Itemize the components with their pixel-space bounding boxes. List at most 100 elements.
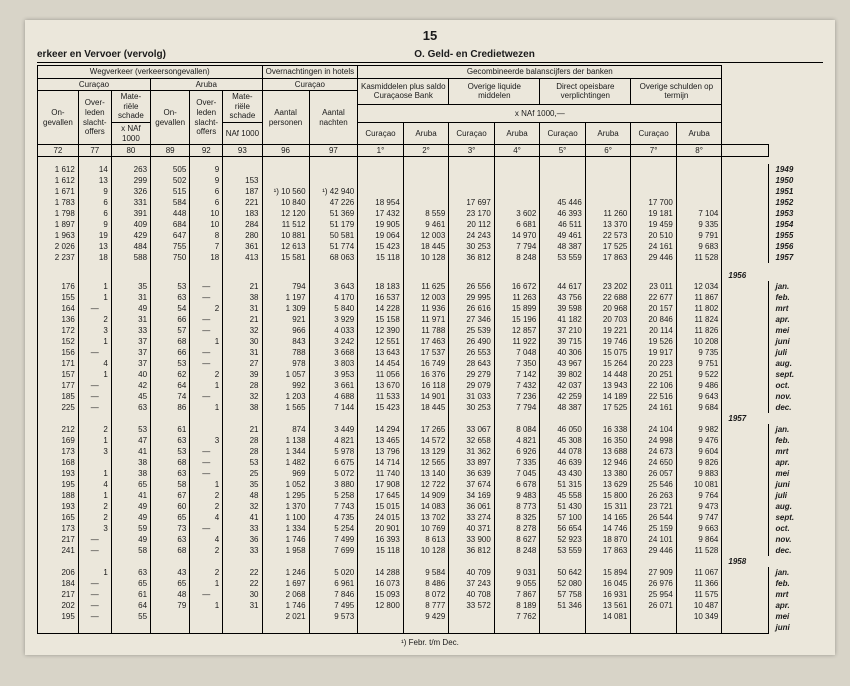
data-cell [631,611,677,622]
data-cell: 28 643 [449,358,495,369]
data-cell: — [78,611,111,622]
data-cell: 7 432 [494,380,540,391]
data-cell: 51 774 [309,241,358,252]
data-cell: ¹) 42 940 [309,186,358,197]
data-cell: 16 073 [358,578,404,589]
data-cell: 8 248 [494,252,540,263]
data-cell: — [78,589,111,600]
row-label: juni [769,336,823,347]
data-cell: 56 654 [540,523,586,534]
data-cell: 51 430 [540,501,586,512]
data-cell [585,175,631,186]
data-cell: 68 [151,336,190,347]
data-cell: 8 189 [494,600,540,611]
data-cell [78,622,111,634]
data-cell: 1 370 [262,501,309,512]
gap-row [38,263,823,270]
row-label: 1957 [769,252,823,263]
data-cell: 53 559 [540,545,586,556]
data-cell: 11 528 [676,545,722,556]
data-cell: 14 572 [403,435,449,446]
data-cell: 45 446 [540,197,586,208]
data-cell: 74 [151,391,190,402]
data-cell: 1 100 [262,512,309,523]
data-cell: 26 544 [631,512,677,523]
data-cell: 10 349 [676,611,722,622]
table-row: 1 79863914481018312 12051 36917 4328 559… [38,208,823,219]
data-cell: 26 616 [449,303,495,314]
data-cell: 21 [223,424,262,435]
data-cell: 1 746 [262,534,309,545]
data-cell: 33 [111,325,150,336]
data-cell: 13 465 [358,435,404,446]
data-cell: 331 [111,197,150,208]
data-cell: 17 265 [403,424,449,435]
data-cell: — [190,589,223,600]
data-cell: 2 [78,314,111,325]
data-cell: 7 104 [676,208,722,219]
data-cell [358,175,404,186]
data-cell: 29 279 [449,369,495,380]
bank-sub-2: Curaçao [449,122,495,144]
data-cell: 1 [190,336,223,347]
data-cell: 65 [151,578,190,589]
data-cell [358,611,404,622]
data-cell: 14 746 [585,523,631,534]
data-cell: 2 [190,567,223,578]
data-cell: 6 678 [494,479,540,490]
data-cell: 23 721 [631,501,677,512]
column-number: 5° [540,145,586,157]
data-cell: — [190,358,223,369]
data-cell: 17 432 [358,208,404,219]
data-cell [449,175,495,186]
data-cell: 25 [223,468,262,479]
data-cell: 48 [151,589,190,600]
data-cell: 66 [151,347,190,358]
data-cell: — [78,380,111,391]
row-label: 1956 [769,241,823,252]
data-cell: 37 [111,358,150,369]
data-cell: 33 897 [449,457,495,468]
data-cell: 12 800 [358,600,404,611]
data-cell: 3 [190,435,223,446]
column-number: 97 [309,145,358,157]
data-cell: 17 908 [358,479,404,490]
column-number: 89 [151,145,190,157]
data-cell: 18 954 [358,197,404,208]
data-cell: 202 [38,600,79,611]
data-cell [631,175,677,186]
section-right-title: O. Geld- en Credietwezen [414,49,823,60]
data-cell: 15 118 [358,252,404,263]
data-cell [722,314,769,325]
data-cell: 9 573 [309,611,358,622]
data-cell: 7 335 [494,457,540,468]
data-cell: 8 072 [403,589,449,600]
data-cell: 11 512 [262,219,309,230]
data-cell: 9 [78,219,111,230]
data-cell: 1 697 [262,578,309,589]
data-cell: 5 978 [309,446,358,457]
data-cell: 217 [38,589,79,600]
table-row: 1 6121329950291531950 [38,175,823,186]
data-cell: 40 708 [449,589,495,600]
data-cell: 23 011 [631,281,677,292]
row-label: feb. [769,578,823,589]
row-label: juli [769,490,823,501]
data-cell: 502 [151,175,190,186]
row-label: jan. [769,281,823,292]
data-cell: — [78,578,111,589]
data-cell: 16 749 [403,358,449,369]
data-cell: 39 598 [540,303,586,314]
data-cell: 1 963 [38,230,79,241]
data-cell: 4 [78,358,111,369]
data-cell: 17 525 [585,402,631,413]
data-cell: 20 703 [585,314,631,325]
data-cell: 42 259 [540,391,586,402]
data-cell: 22 677 [631,292,677,303]
data-cell: 25 954 [631,589,677,600]
data-cell: 136 [38,314,79,325]
data-cell: 30 [223,589,262,600]
data-cell: 4 [78,479,111,490]
data-cell: 1 958 [262,545,309,556]
data-cell: 18 [190,252,223,263]
